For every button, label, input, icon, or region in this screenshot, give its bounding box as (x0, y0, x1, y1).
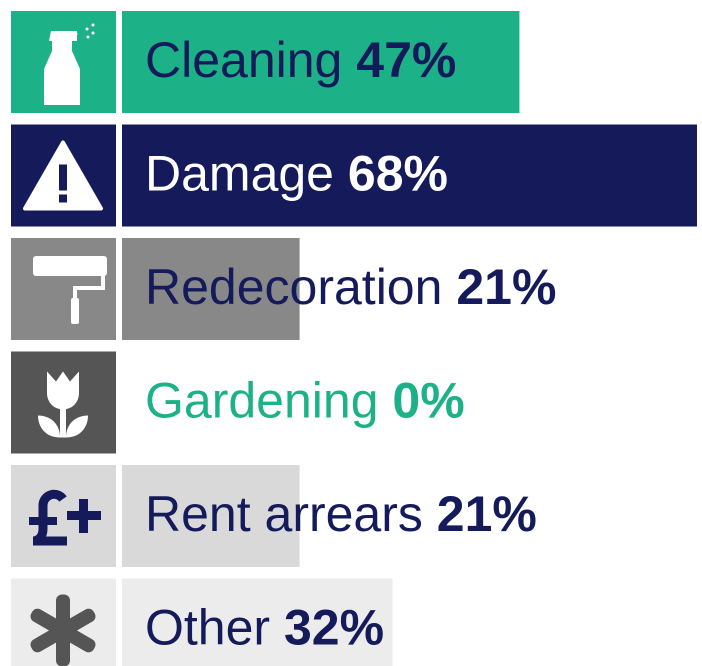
category-label: Redecoration (145, 259, 442, 315)
icon-shape (32, 489, 67, 546)
value-label: 68% (348, 146, 448, 202)
icon (38, 371, 88, 438)
bar-label: Other 32% (145, 600, 384, 656)
bar-label: Gardening 0% (145, 373, 465, 429)
icon-shape (91, 31, 95, 35)
icon-shape (33, 256, 107, 276)
bar-label: Redecoration 21% (145, 259, 556, 315)
bar-label: Damage 68% (145, 146, 448, 202)
icon-shape (47, 371, 79, 410)
bar (122, 11, 520, 113)
icon-shape (59, 194, 67, 203)
category-label: Cleaning (145, 32, 342, 88)
icon (30, 594, 96, 666)
icon (23, 140, 103, 211)
value-label: 47% (356, 32, 456, 88)
category-label: Gardening (145, 373, 379, 429)
category-label: Rent arrears (145, 486, 423, 542)
icon-shape (91, 23, 95, 27)
category-label: Other (145, 600, 270, 656)
bar-label: Cleaning 47% (145, 32, 456, 88)
icon-shape (66, 415, 88, 438)
icon-shape (67, 511, 101, 520)
bar (122, 124, 697, 227)
icon-shape (86, 35, 90, 39)
icon-shape (73, 276, 105, 300)
value-label: 0% (392, 373, 464, 429)
icon-shape (44, 31, 80, 105)
bar (122, 578, 393, 666)
icon-shape (30, 608, 96, 653)
value-label: 21% (456, 259, 556, 315)
bar-label: Rent arrears 21% (145, 486, 537, 542)
icon-shape (71, 298, 79, 324)
icon-shape (30, 594, 96, 666)
icon (33, 256, 107, 324)
bar (122, 465, 300, 567)
icon (44, 23, 95, 105)
category-label: Damage (145, 146, 334, 202)
icon-shape (85, 27, 89, 31)
icon-shape (64, 31, 78, 43)
bar (122, 238, 300, 340)
value-label: 21% (437, 486, 537, 542)
icon-shape (60, 407, 66, 438)
value-label: 32% (284, 600, 384, 656)
icon-shape (38, 415, 60, 438)
icon (29, 489, 101, 546)
icon-shape (59, 164, 67, 191)
